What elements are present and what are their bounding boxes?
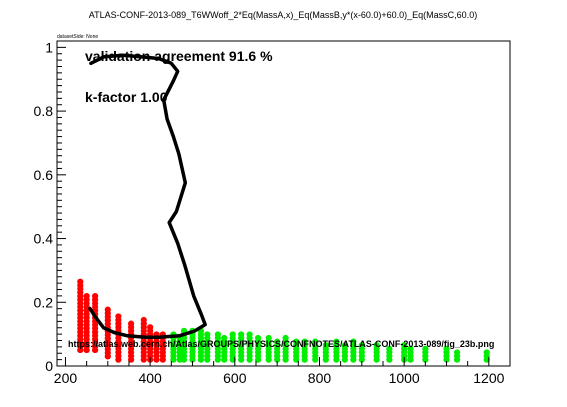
marker-s1-c13-p5 — [274, 338, 281, 345]
marker-s0-c2-p15 — [92, 292, 99, 300]
marker-s1-c27-p3 — [422, 345, 429, 352]
marker-s1-c29-p2 — [453, 349, 461, 356]
marker-s1-c10-p7 — [246, 331, 253, 338]
chart-title: ATLAS-CONF-2013-089_T6WWoff_2*Eq(MassA,x… — [89, 10, 477, 20]
marker-s0-c3-p13 — [104, 306, 111, 313]
dataset-label: datasetSide: None — [57, 34, 98, 40]
marker-s0-c1-p15 — [83, 292, 90, 300]
x-tick-label-200: 200 — [54, 370, 78, 386]
marker-s1-c12-p6 — [265, 334, 272, 342]
marker-s1-c23-p4 — [373, 342, 380, 349]
marker-s1-c14-p6 — [282, 334, 289, 342]
y-axis: 0 0.2 0.4 0.6 0.8 1 — [34, 39, 66, 374]
marker-s0-c5-p10 — [127, 320, 135, 327]
marker-s1-c21-p5 — [350, 338, 357, 345]
y-tick-label-1: 0.2 — [34, 294, 54, 310]
marker-s1-c19-p5 — [333, 338, 340, 345]
marker-s1-c24-p3 — [386, 345, 393, 352]
marker-s1-c11-p6 — [255, 334, 262, 342]
y-tick-label-0: 0 — [45, 358, 53, 374]
marker-s1-c18-p4 — [322, 342, 329, 349]
marker-s1-c17-p5 — [312, 338, 319, 345]
marker-s1-c28-p3 — [443, 345, 450, 352]
marker-s1-c8-p7 — [229, 331, 236, 338]
x-tick-label-600: 600 — [223, 370, 247, 386]
marker-s1-c22-p4 — [358, 342, 365, 349]
marker-s1-c15-p5 — [293, 338, 300, 345]
y-tick-label-2: 0.4 — [34, 231, 54, 247]
marker-s1-c9-p7 — [238, 331, 245, 338]
marker-s1-c26-p3 — [407, 345, 414, 352]
kfactor-annotation: k-factor 1.00 — [85, 89, 168, 105]
x-tick-label-1000: 1000 — [389, 370, 420, 386]
marker-s0-c0-p19 — [77, 278, 84, 285]
y-tick-label-4: 0.8 — [34, 103, 54, 119]
y-tick-label-5: 1 — [45, 39, 53, 55]
validation-curve — [88, 53, 207, 340]
x-axis: 200 400 600 800 1000 1200 — [54, 357, 511, 386]
plot-frame — [56, 40, 511, 367]
y-tick-label-3: 0.6 — [34, 167, 54, 183]
marker-s0-c4-p12 — [115, 313, 122, 320]
marker-s0-c7-p9 — [147, 324, 154, 331]
marker-s1-c16-p5 — [301, 338, 308, 345]
marker-s1-c20-p4 — [341, 342, 348, 349]
source-url: https://atlas.web.cern.ch/Atlas/GROUPS/P… — [68, 339, 494, 349]
marker-s1-c6-p7 — [214, 331, 221, 338]
marker-s1-c25-p4 — [401, 342, 408, 349]
marker-s1-c7-p6 — [221, 334, 228, 342]
x-tick-label-400: 400 — [138, 370, 162, 386]
marker-s1-c5-p7 — [204, 331, 211, 338]
x-tick-label-800: 800 — [308, 370, 332, 386]
marker-s1-c30-p2 — [483, 349, 490, 356]
x-tick-label-1200: 1200 — [473, 370, 504, 386]
marker-s0-c6-p11 — [140, 316, 147, 324]
agreement-annotation: validation agreement 91.6 % — [85, 48, 273, 64]
scatter-markers — [77, 278, 490, 363]
